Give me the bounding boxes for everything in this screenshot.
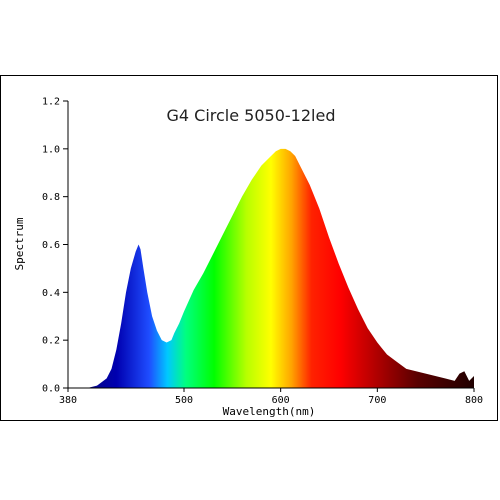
y-tick-label: 0.4 [42, 288, 60, 299]
spectrum-chart: 0.0 0.2 0.4 0.6 0.8 1.0 1.2 380 500 600 700 800 G4 … [13, 97, 483, 419]
plot-area: 0.0 0.2 0.4 0.6 0.8 1.0 1.2 380 500 600 700 800 [42, 97, 483, 407]
y-tick-label: 0.6 [42, 240, 60, 251]
x-tick-label: 600 [272, 395, 290, 406]
y-tick-label: 0.2 [42, 336, 60, 347]
y-axis-label: Spectrum [13, 217, 26, 270]
x-tick-label: 800 [465, 395, 483, 406]
x-tick-label: 700 [368, 395, 386, 406]
y-tick-label: 1.0 [42, 144, 60, 155]
x-tick-label: 500 [175, 395, 193, 406]
y-tick-label: 1.2 [42, 97, 60, 108]
chart-frame: 0.0 0.2 0.4 0.6 0.8 1.0 1.2 380 500 600 700 800 G4 … [0, 75, 498, 421]
spectrum-area [68, 148, 474, 388]
y-tick-label: 0.8 [42, 192, 60, 203]
x-axis-label: Wavelength(nm) [223, 405, 316, 418]
chart-title: G4 Circle 5050-12led [167, 106, 336, 125]
x-tick-label: 380 [59, 395, 77, 406]
y-tick-label: 0.0 [42, 384, 60, 395]
